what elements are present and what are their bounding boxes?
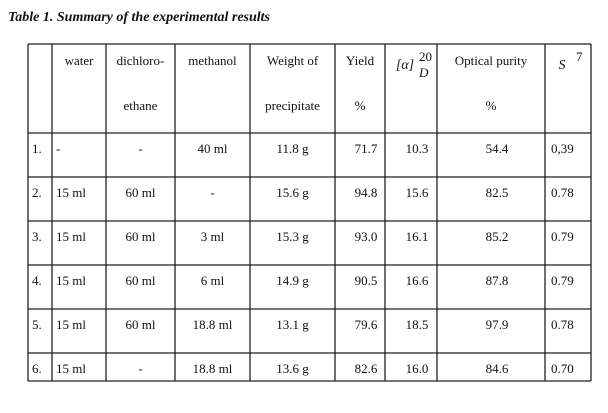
header-text: ethane bbox=[124, 98, 158, 113]
cell: 97.9 bbox=[486, 317, 509, 332]
table-title: Table 1. Summary of the experimental res… bbox=[8, 10, 271, 25]
cell: 60 ml bbox=[126, 229, 156, 244]
cell: 0.79 bbox=[551, 229, 574, 244]
header-superscript: 20 bbox=[419, 49, 432, 64]
cell: - bbox=[138, 141, 142, 156]
cell: 71.7 bbox=[355, 141, 378, 156]
cell: 15.6 bbox=[406, 185, 429, 200]
cell: 60 ml bbox=[126, 185, 156, 200]
cell: 18.8 ml bbox=[193, 317, 233, 332]
row-number: 2. bbox=[32, 185, 42, 200]
cell: 15 ml bbox=[56, 317, 86, 332]
header-symbol: [α] bbox=[396, 58, 414, 73]
header-text: S bbox=[559, 58, 566, 73]
cell: 15 ml bbox=[56, 229, 86, 244]
cell: 84.6 bbox=[486, 361, 509, 376]
row-number: 6. bbox=[32, 361, 42, 376]
cell: 93.0 bbox=[355, 229, 378, 244]
cell: 85.2 bbox=[486, 229, 509, 244]
cell: 16.0 bbox=[406, 361, 429, 376]
cell: 82.5 bbox=[486, 185, 509, 200]
cell: 3 ml bbox=[201, 229, 225, 244]
cell: 18.5 bbox=[406, 317, 429, 332]
cell: 60 ml bbox=[126, 273, 156, 288]
cell: 0.78 bbox=[551, 185, 574, 200]
cell: 60 ml bbox=[126, 317, 156, 332]
cell: 14.9 g bbox=[276, 273, 309, 288]
row-number: 5. bbox=[32, 317, 42, 332]
header-symbol: S bbox=[559, 58, 566, 73]
header-text: methanol bbox=[188, 53, 237, 68]
header-text: water bbox=[65, 53, 95, 68]
header-text: Optical purity bbox=[455, 53, 528, 68]
cell: 13.1 g bbox=[276, 317, 309, 332]
cell: 15.3 g bbox=[276, 229, 309, 244]
cell: 6 ml bbox=[201, 273, 225, 288]
cell: - bbox=[138, 361, 142, 376]
header-text: Yield bbox=[346, 53, 375, 68]
row-number: 1. bbox=[32, 141, 42, 156]
cell: 0.79 bbox=[551, 273, 574, 288]
header-text: precipitate bbox=[265, 98, 320, 113]
cell: 90.5 bbox=[355, 273, 378, 288]
cell: 16.6 bbox=[406, 273, 429, 288]
row-number: 4. bbox=[32, 273, 42, 288]
cell: 94.8 bbox=[355, 185, 378, 200]
cell: 79.6 bbox=[355, 317, 378, 332]
header-superscript: 7 bbox=[576, 49, 583, 64]
cell: 10.3 bbox=[406, 141, 429, 156]
cell: 15.6 g bbox=[276, 185, 309, 200]
header-text: Weight of bbox=[267, 53, 319, 68]
row-number: 3. bbox=[32, 229, 42, 244]
cell: 54.4 bbox=[486, 141, 509, 156]
cell: 0.70 bbox=[551, 361, 574, 376]
cell: 82.6 bbox=[355, 361, 378, 376]
header-text: [α] bbox=[396, 58, 414, 73]
cell: 15 ml bbox=[56, 273, 86, 288]
cell: - bbox=[210, 185, 214, 200]
cell: 15 ml bbox=[56, 361, 86, 376]
header-subscript: D bbox=[418, 65, 429, 80]
cell: 13.6 g bbox=[276, 361, 309, 376]
header-text: % bbox=[486, 98, 497, 113]
cell: 15 ml bbox=[56, 185, 86, 200]
header-text: % bbox=[355, 98, 366, 113]
cell: 16.1 bbox=[406, 229, 429, 244]
header-text: dichloro- bbox=[117, 53, 165, 68]
cell: 40 ml bbox=[198, 141, 228, 156]
cell: 0.78 bbox=[551, 317, 574, 332]
cell: 11.8 g bbox=[276, 141, 309, 156]
cell: 87.8 bbox=[486, 273, 509, 288]
cell: - bbox=[56, 141, 60, 156]
cell: 18.8 ml bbox=[193, 361, 233, 376]
cell: 0,39 bbox=[551, 141, 574, 156]
